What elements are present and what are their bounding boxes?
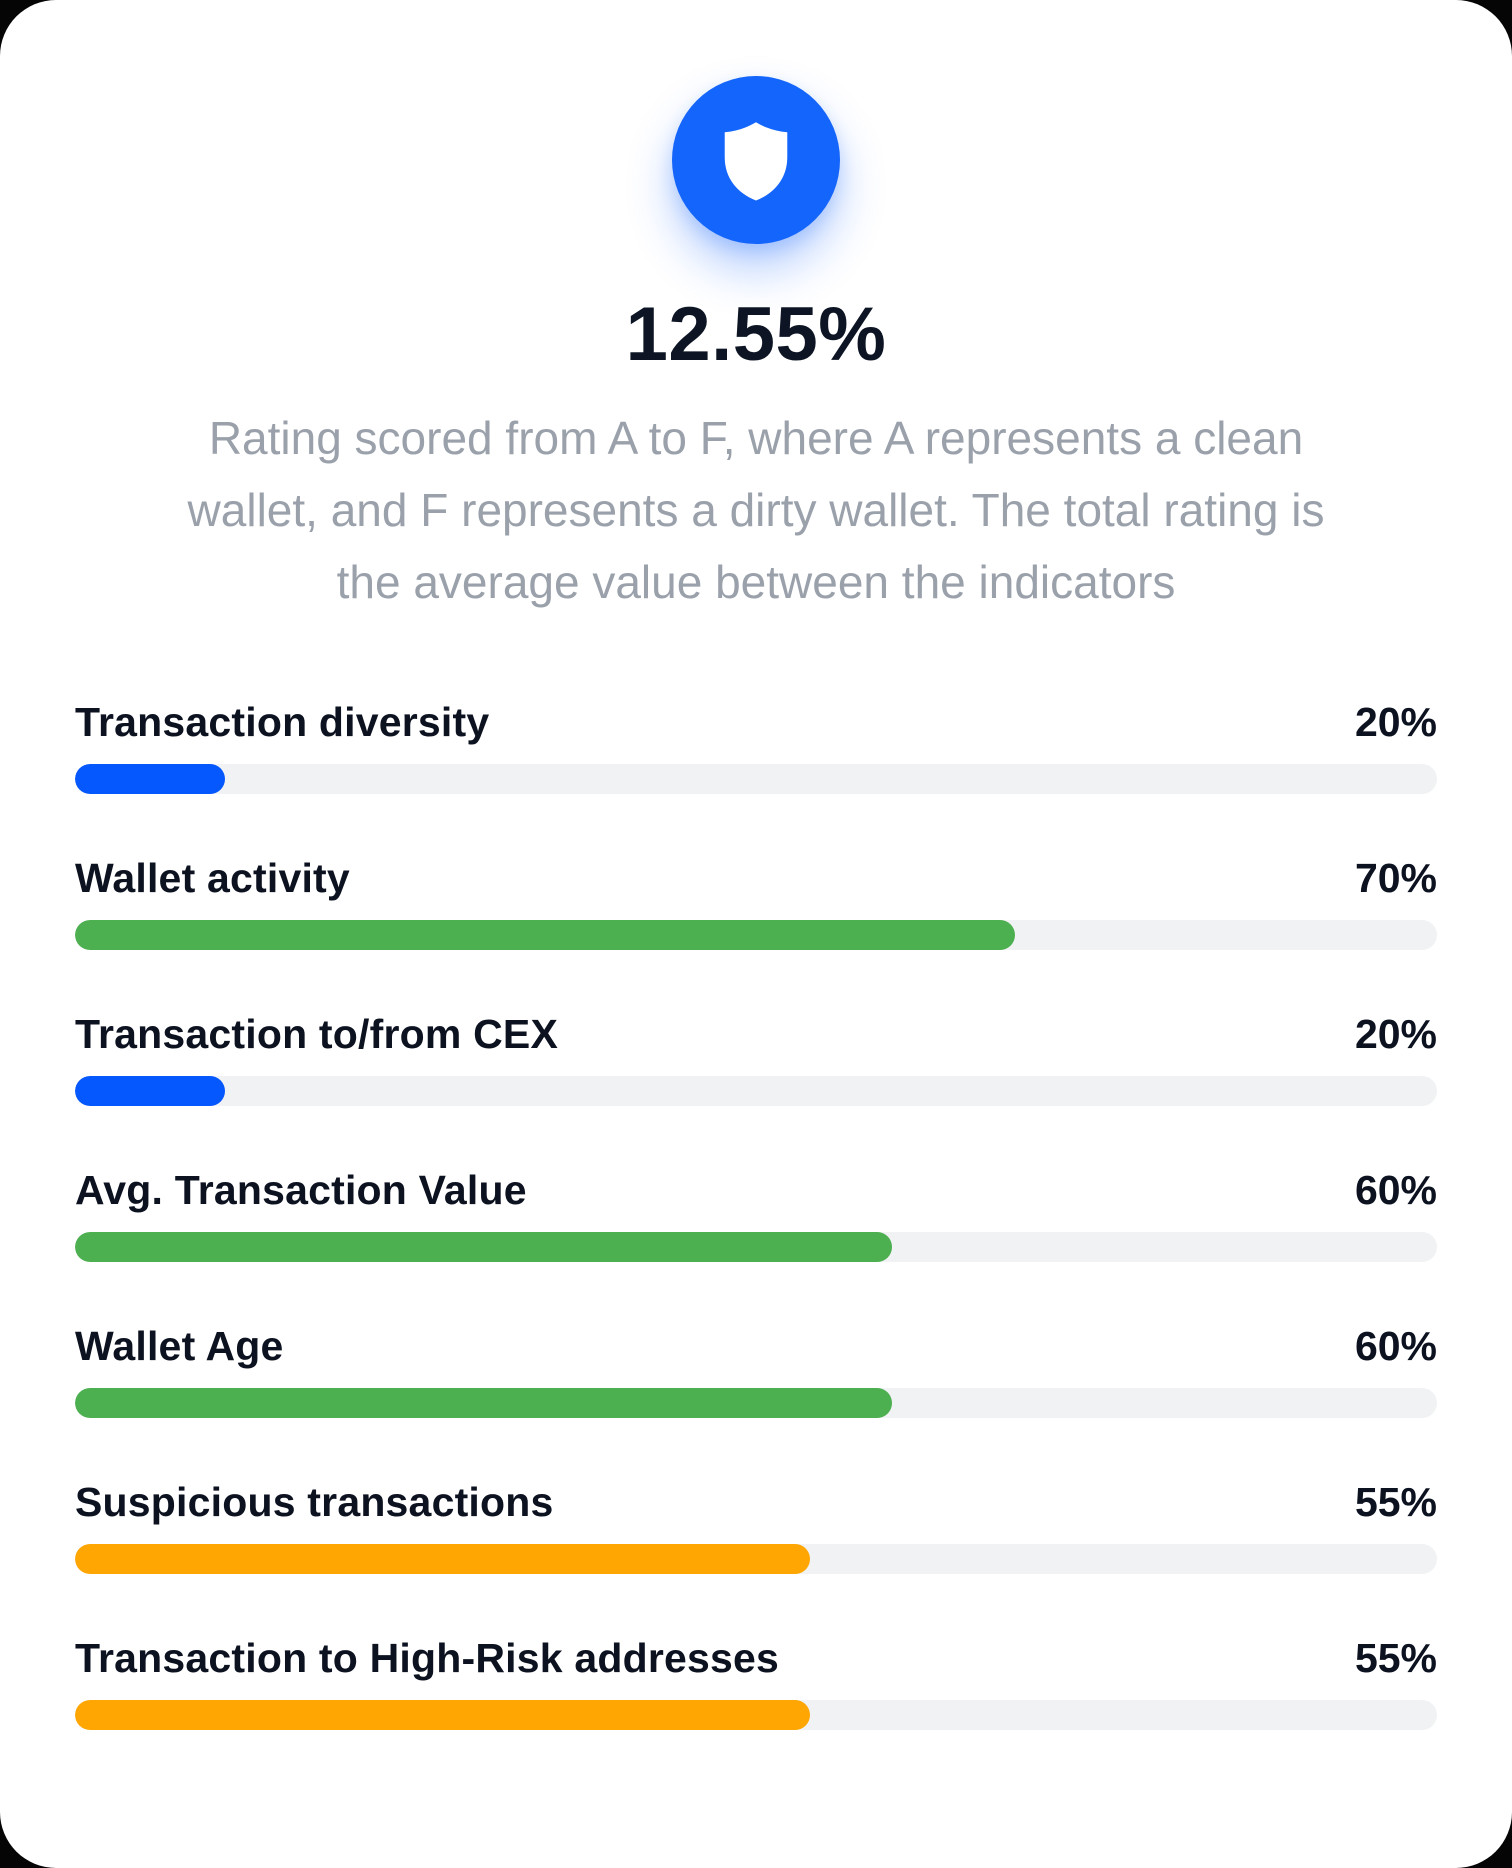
indicator-row: Suspicious transactions 55%	[75, 1478, 1437, 1574]
shield-icon	[672, 76, 840, 244]
indicator-row-head: Wallet Age 60%	[75, 1322, 1437, 1370]
indicator-value: 60%	[1354, 1323, 1437, 1369]
indicator-label: Wallet activity	[75, 855, 350, 901]
progress-track	[75, 764, 1437, 794]
indicator-value: 20%	[1354, 1011, 1437, 1057]
progress-fill	[75, 1544, 811, 1574]
progress-fill	[75, 1700, 811, 1730]
progress-fill	[75, 1076, 225, 1106]
indicator-row: Transaction diversity 20%	[75, 698, 1437, 794]
indicator-row-head: Suspicious transactions 55%	[75, 1478, 1437, 1526]
indicator-label: Transaction diversity	[75, 699, 490, 745]
indicator-list: Transaction diversity 20% Wallet activit…	[75, 698, 1437, 1730]
indicator-row-head: Transaction diversity 20%	[75, 698, 1437, 746]
progress-fill	[75, 1232, 893, 1262]
indicator-label: Suspicious transactions	[75, 1479, 554, 1525]
progress-track	[75, 1232, 1437, 1262]
indicator-row: Wallet Age 60%	[75, 1322, 1437, 1418]
progress-track	[75, 1076, 1437, 1106]
progress-track	[75, 920, 1437, 950]
indicator-row-head: Wallet activity 70%	[75, 854, 1437, 902]
indicator-value: 60%	[1354, 1167, 1437, 1213]
progress-track	[75, 1388, 1437, 1418]
indicator-label: Avg. Transaction Value	[75, 1167, 527, 1213]
indicator-label: Transaction to High-Risk addresses	[75, 1635, 780, 1681]
indicator-label: Transaction to/from CEX	[75, 1011, 559, 1057]
indicator-value: 70%	[1354, 855, 1437, 901]
progress-fill	[75, 920, 1015, 950]
progress-track	[75, 1700, 1437, 1730]
indicator-row-head: Transaction to High-Risk addresses 55%	[75, 1634, 1437, 1682]
indicator-label: Wallet Age	[75, 1323, 284, 1369]
indicator-row: Transaction to High-Risk addresses 55%	[75, 1634, 1437, 1730]
progress-fill	[75, 764, 225, 794]
progress-track	[75, 1544, 1437, 1574]
indicator-row-head: Transaction to/from CEX 20%	[75, 1010, 1437, 1058]
indicator-row: Transaction to/from CEX 20%	[75, 1010, 1437, 1106]
indicator-value: 20%	[1354, 699, 1437, 745]
progress-fill	[75, 1388, 893, 1418]
indicator-row: Wallet activity 70%	[75, 854, 1437, 950]
indicator-value: 55%	[1354, 1635, 1437, 1681]
indicator-row-head: Avg. Transaction Value 60%	[75, 1166, 1437, 1214]
rating-score: 12.55%	[625, 292, 887, 377]
rating-description: Rating scored from A to F, where A repre…	[187, 412, 1325, 608]
indicator-value: 55%	[1354, 1479, 1437, 1525]
indicator-row: Avg. Transaction Value 60%	[75, 1166, 1437, 1262]
